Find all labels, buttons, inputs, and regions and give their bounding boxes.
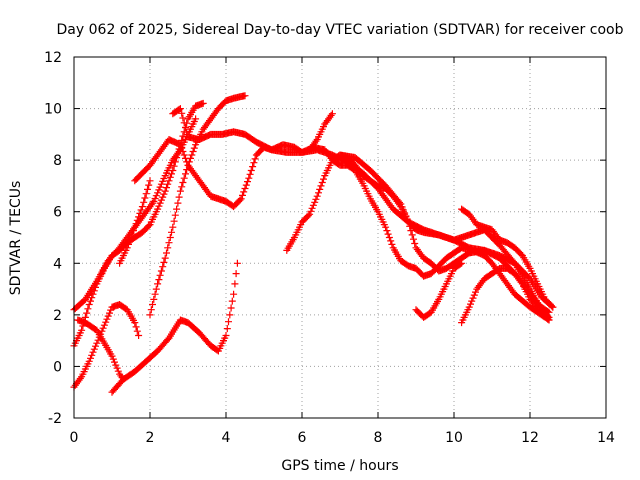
series-marks <box>146 92 249 319</box>
y-tick-label: 12 <box>44 50 62 66</box>
series-marks <box>116 177 154 267</box>
x-tick-label: 6 <box>298 430 307 446</box>
series-arc-4 <box>74 316 127 383</box>
series-arc-14 <box>458 264 553 327</box>
y-tick-label: 6 <box>53 205 62 221</box>
series-arc-8 <box>146 92 249 319</box>
series-marks <box>458 205 557 311</box>
y-tick-label: 10 <box>44 102 62 118</box>
series-marks <box>458 264 553 327</box>
plot-frame <box>73 56 607 419</box>
x-axis-label: GPS time / hours <box>281 458 398 474</box>
y-tick-label: 4 <box>53 256 62 272</box>
series-arc-12 <box>336 151 557 311</box>
series-arc-15 <box>458 205 557 311</box>
chart-title: Day 062 of 2025, Sidereal Day-to-day VTE… <box>57 22 624 38</box>
series-arc-11 <box>306 110 336 154</box>
x-tick-label: 12 <box>521 430 539 446</box>
series-marks <box>306 110 336 154</box>
x-tick-label: 4 <box>222 430 231 446</box>
series-marks <box>336 151 557 311</box>
series-marks <box>74 316 127 383</box>
y-tick-label: -2 <box>48 411 62 427</box>
x-axis-ticks: 0 2 4 6 8 10 12 14 <box>70 57 615 446</box>
series-marks <box>412 259 466 321</box>
y-tick-label: 8 <box>53 153 62 169</box>
series-arc-6 <box>108 259 241 396</box>
series-arc-5 <box>116 177 154 267</box>
x-tick-label: 0 <box>70 430 79 446</box>
x-tick-label: 10 <box>445 430 463 446</box>
x-tick-label: 2 <box>146 430 155 446</box>
series-arc-13 <box>412 259 466 321</box>
series-marks <box>108 259 241 396</box>
y-axis-ticks: -2 0 2 4 6 8 10 12 <box>44 50 606 427</box>
y-tick-label: 2 <box>53 308 62 324</box>
y-tick-label: 0 <box>53 359 62 375</box>
x-tick-label: 14 <box>597 430 615 446</box>
y-axis-label: SDTVAR / TECUs <box>8 181 24 296</box>
data-series <box>70 92 557 396</box>
x-tick-label: 8 <box>374 430 383 446</box>
